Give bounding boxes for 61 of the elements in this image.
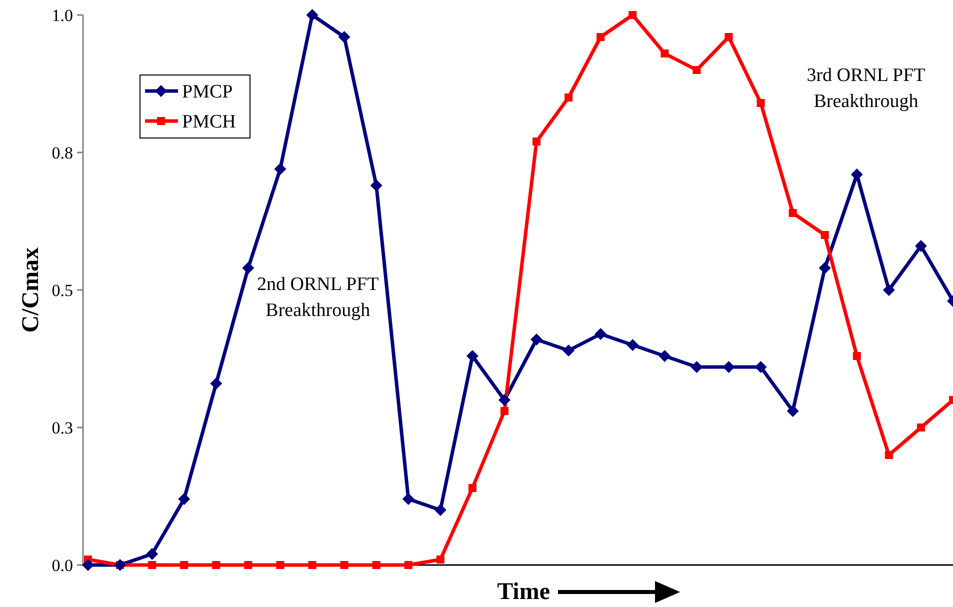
point — [308, 561, 316, 569]
point — [498, 394, 510, 406]
point — [274, 163, 286, 175]
point — [468, 484, 476, 492]
point — [370, 180, 382, 192]
point — [596, 33, 605, 41]
point — [180, 561, 188, 569]
point — [658, 350, 671, 362]
point — [436, 556, 444, 564]
point — [340, 561, 348, 569]
point — [244, 561, 252, 569]
point — [724, 33, 733, 41]
y-tick-label: 0.8 — [52, 143, 73, 162]
annotation: 3rd ORNL PFT Breakthrough — [806, 65, 926, 112]
y-axis-title: C/Cmax — [18, 247, 44, 333]
point — [722, 361, 735, 373]
point — [916, 424, 925, 432]
point — [306, 9, 318, 21]
point — [146, 548, 158, 560]
point — [404, 561, 412, 569]
point — [884, 451, 893, 459]
point — [914, 240, 927, 252]
point — [82, 559, 94, 571]
point — [532, 138, 541, 146]
point — [690, 361, 703, 373]
point — [276, 561, 284, 569]
y-tick-label: 0.0 — [52, 556, 73, 575]
point — [530, 334, 543, 346]
point — [564, 94, 573, 102]
point — [786, 405, 799, 417]
point — [594, 328, 607, 340]
point — [852, 352, 861, 360]
point — [756, 99, 765, 107]
point — [338, 31, 350, 43]
point — [626, 339, 639, 351]
point — [660, 50, 669, 58]
legend-label: PMCP — [182, 82, 233, 103]
point — [562, 344, 575, 356]
y-tick-label: 0.5 — [52, 280, 73, 300]
point — [434, 504, 446, 516]
point — [692, 66, 701, 74]
point — [754, 361, 767, 373]
y-tick-label: 1.0 — [52, 6, 73, 25]
x-axis-title: Time — [497, 579, 550, 605]
point — [402, 493, 414, 505]
point — [628, 11, 637, 19]
point — [466, 350, 478, 362]
point — [178, 493, 190, 505]
point — [212, 561, 220, 569]
point — [500, 407, 508, 415]
point — [372, 561, 380, 569]
y-tick-label: 0.3 — [52, 418, 73, 438]
point — [788, 209, 797, 217]
point — [242, 262, 254, 274]
point — [882, 284, 895, 296]
point — [148, 561, 156, 569]
point — [820, 231, 829, 239]
point — [818, 262, 831, 274]
annotation: 2nd ORNL PFT Breakthrough — [257, 274, 380, 321]
point — [210, 378, 222, 390]
legend-label: PMCH — [182, 112, 236, 133]
